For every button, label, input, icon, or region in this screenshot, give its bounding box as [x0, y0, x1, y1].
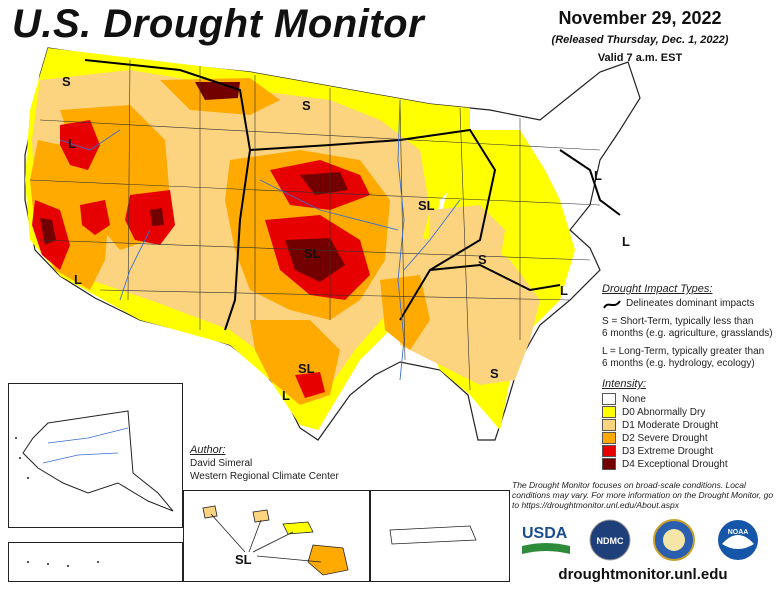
- d3-texas: [295, 372, 325, 398]
- impact-line-east: [429, 263, 561, 292]
- intensity-d4: D4 Exceptional Drought: [602, 458, 728, 471]
- d4-nebraska: [300, 172, 348, 195]
- impact-line-midwest: [249, 128, 497, 321]
- hawaii-island-maui: [282, 521, 314, 535]
- swatch-d2: [602, 432, 616, 445]
- puerto-rico-outline: [389, 525, 477, 545]
- ndmc-logo-text: NDMC: [597, 536, 624, 546]
- d1-ohio-valley: [428, 205, 505, 268]
- map-title: U.S. Drought Monitor: [12, 2, 425, 46]
- d3-oregon: [60, 120, 100, 170]
- intensity-none: None: [602, 393, 646, 406]
- hawaii-island-big: [307, 544, 349, 576]
- aleutian-inset: [8, 542, 183, 582]
- rivers: [59, 99, 461, 381]
- swatch-d4: [602, 458, 616, 471]
- label-sl-plains: SL: [304, 246, 321, 261]
- impact-line-northeast: [559, 149, 621, 216]
- d3-utah: [125, 190, 175, 245]
- author-org: Western Regional Climate Center: [190, 471, 339, 482]
- intensity-d3: D3 Extreme Drought: [602, 445, 713, 458]
- label-l-california: L: [74, 272, 82, 287]
- d4-utah: [150, 208, 164, 226]
- label-sl-hawaii: SL: [235, 552, 252, 567]
- hawaii-inset: SL: [183, 490, 370, 582]
- swatch-d1: [602, 419, 616, 432]
- impact-line-desc: Delineates dominant impacts: [626, 298, 755, 309]
- hawaii-island-kauai: [202, 505, 218, 519]
- puerto-rico-inset: [370, 490, 510, 582]
- label-l-midatlantic: L: [622, 234, 630, 249]
- intensity-d1: D1 Moderate Drought: [602, 419, 718, 432]
- usda-logo-text: USDA: [522, 525, 568, 542]
- doc-seal-logo: [653, 519, 695, 561]
- label-s-georgia: S: [490, 366, 499, 381]
- label-s-northwest: S: [62, 74, 71, 89]
- alaska-inset: [8, 383, 183, 528]
- impact-line-icon: [603, 300, 621, 309]
- short-term-desc-2: 6 months (e.g. agriculture, grasslands): [602, 328, 773, 339]
- label-sl-texas: SL: [298, 361, 315, 376]
- ndmc-logo: NDMC: [589, 519, 631, 561]
- swatch-d3: [602, 445, 616, 458]
- long-term-desc: L = Long-Term, typically greater than: [602, 346, 765, 357]
- swatch-d0: [602, 406, 616, 419]
- intensity-legend-title: Intensity:: [602, 378, 647, 390]
- short-term-desc: S = Short-Term, typically less than: [602, 316, 754, 327]
- usda-logo: USDA: [522, 525, 570, 554]
- alaska-outline: [22, 410, 174, 512]
- valid-time: Valid 7 a.m. EST: [597, 52, 683, 64]
- state-boundaries: [29, 59, 601, 391]
- hawaii-island-oahu: [252, 509, 270, 523]
- label-l-carolinas: L: [560, 283, 568, 298]
- author-block: Author: David Simeral Western Regional C…: [190, 444, 339, 483]
- label-s-tennessee: S: [478, 252, 487, 267]
- noaa-logo-text: NOAA: [728, 529, 749, 536]
- label-l-newengland: L: [594, 168, 602, 183]
- label-l-texas: L: [282, 388, 290, 403]
- footnote: The Drought Monitor focuses on broad-sca…: [512, 480, 774, 510]
- author-name: David Simeral: [190, 458, 253, 469]
- d1-southeast: [395, 235, 540, 385]
- release-date: (Released Thursday, Dec. 1, 2022): [551, 34, 729, 46]
- d3-nevada: [80, 200, 110, 235]
- label-l-oregon: L: [68, 136, 76, 151]
- intensity-d2: D2 Severe Drought: [602, 432, 708, 445]
- author-heading: Author:: [190, 444, 226, 456]
- site-url: droughtmonitor.unl.edu: [558, 566, 728, 583]
- noaa-logo: NOAA: [718, 520, 758, 560]
- map-date: November 29, 2022: [558, 8, 722, 28]
- intensity-d0: D0 Abnormally Dry: [602, 406, 705, 419]
- d4-california: [40, 218, 56, 245]
- swatch-none: [602, 393, 616, 406]
- impact-legend-title: Drought Impact Types:: [602, 283, 713, 295]
- label-sl-midwest: SL: [418, 198, 435, 213]
- long-term-desc-2: 6 months (e.g. hydrology, ecology): [602, 358, 755, 369]
- label-s-dakotas: S: [302, 98, 311, 113]
